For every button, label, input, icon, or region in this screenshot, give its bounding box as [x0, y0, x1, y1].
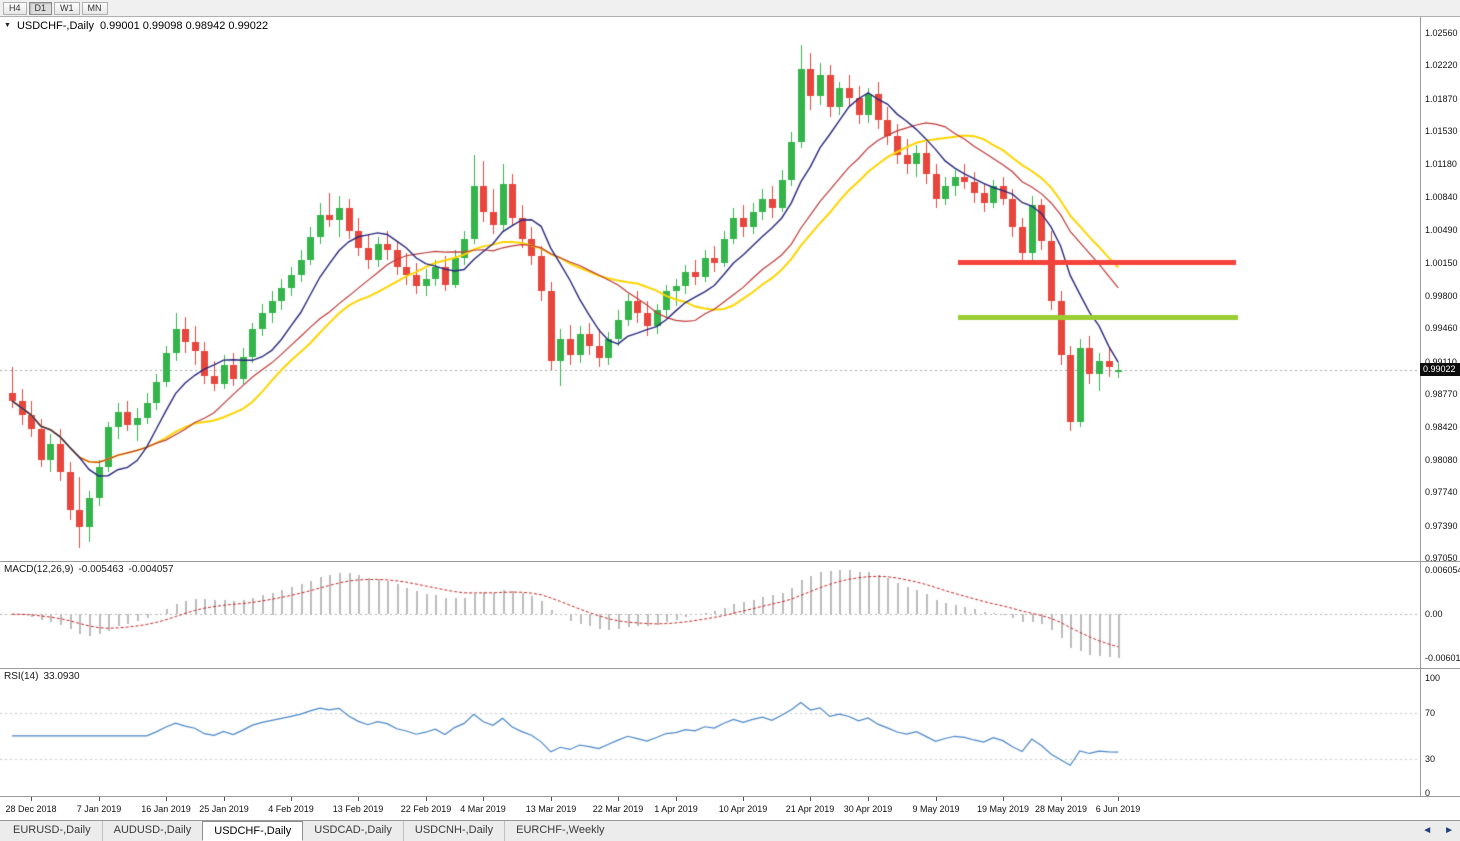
date-axis-label: 13 Feb 2019: [332, 804, 384, 814]
rsi-axis-label: 100: [1425, 673, 1441, 683]
price-axis-label: 0.97050: [1425, 553, 1458, 562]
date-tick: [743, 797, 744, 801]
macd-axis[interactable]: 0.006054 0.00 -0.006011: [1420, 562, 1460, 668]
date-axis-label: 4 Feb 2019: [268, 804, 314, 814]
rsi-canvas[interactable]: [0, 669, 1420, 796]
date-tick: [551, 797, 552, 801]
date-tick: [291, 797, 292, 801]
price-axis[interactable]: 1.02560 1.02220 1.01870 1.01530 1.01180 1.008…: [1420, 17, 1460, 561]
date-axis[interactable]: 28 Dec 2018 7 Jan 2019 16 Jan 2019 25 Jan 2…: [0, 797, 1460, 820]
timeframe-button-w1[interactable]: W1: [54, 1, 80, 15]
macd-panel[interactable]: MACD(12,26,9) -0.005463 -0.004057 0.006054…: [0, 562, 1460, 669]
date-axis-label: 4 Mar 2019: [460, 804, 506, 814]
chart-title: ▼ USDCHF-,Daily 0.99001 0.99098 0.98942 …: [4, 20, 268, 32]
price-axis-label: 1.01870: [1425, 93, 1458, 104]
date-axis-label: 6 Jun 2019: [1095, 804, 1141, 814]
price-axis-label: 0.98080: [1425, 454, 1458, 465]
chart-tab-usdchf-daily[interactable]: USDCHF-,Daily: [202, 821, 304, 841]
tabs-scroll-right-button[interactable]: ►: [1444, 825, 1454, 836]
date-tick: [31, 797, 32, 801]
price-axis-label: 1.00490: [1425, 225, 1458, 236]
date-tick: [810, 797, 811, 801]
date-tick: [1118, 797, 1119, 801]
chart-tab-eurchf-weekly[interactable]: EURCHF-,Weekly: [504, 821, 615, 841]
rsi-value: 33.0930: [43, 671, 80, 682]
macd-axis-label: 0.00: [1425, 609, 1443, 620]
date-tick: [1061, 797, 1062, 801]
date-tick: [618, 797, 619, 801]
timeframe-button-d1[interactable]: D1: [28, 1, 53, 15]
date-axis-label: 16 Jan 2019: [141, 804, 191, 814]
chart-tab-eurusd-daily[interactable]: EURUSD-,Daily: [13, 824, 91, 836]
macd-axis-label: 0.006054: [1425, 565, 1460, 575]
date-axis-label: 30 Apr 2019: [843, 804, 893, 814]
rsi-label: RSI(14) 33.0930: [4, 671, 85, 682]
date-tick: [868, 797, 869, 801]
tabs-scroll-controls: ◄ ►: [1422, 821, 1454, 841]
main-chart-panel[interactable]: ▼ USDCHF-,Daily 0.99001 0.99098 0.98942 …: [0, 17, 1460, 562]
rsi-axis-label: 70: [1425, 707, 1436, 718]
chart-tabs-bar: EURUSD-,Daily AUDUSD-,Daily USDCHF-,Daily U…: [0, 820, 1460, 841]
price-axis-label: 0.99110: [1425, 356, 1457, 367]
date-tick: [426, 797, 427, 801]
macd-canvas[interactable]: [0, 562, 1420, 668]
timeframe-toolbar: H4 D1 W1 MN: [0, 0, 1460, 17]
macd-axis-label: -0.006011: [1425, 653, 1460, 663]
price-axis-label: 1.00840: [1425, 191, 1458, 202]
symbol-dropdown-icon[interactable]: ▼: [4, 22, 11, 29]
timeframe-button-mn[interactable]: MN: [81, 1, 108, 15]
macd-signal-value: -0.004057: [128, 564, 174, 575]
date-axis-label: 28 Dec 2018: [5, 804, 57, 814]
date-axis-label: 25 Jan 2019: [199, 804, 249, 814]
price-axis-label: 0.97740: [1425, 487, 1458, 498]
date-axis-label: 22 Mar 2019: [592, 804, 644, 814]
date-tick: [99, 797, 100, 801]
date-axis-label: 13 Mar 2019: [525, 804, 577, 814]
price-axis-label: 1.01180: [1425, 159, 1457, 170]
date-axis-label: 21 Apr 2019: [785, 804, 835, 814]
price-axis-label: 0.98420: [1425, 422, 1458, 433]
date-tick: [166, 797, 167, 801]
rsi-panel[interactable]: RSI(14) 33.0930 100 70 30 0: [0, 669, 1460, 797]
date-axis-label: 19 May 2019: [976, 804, 1030, 814]
macd-name: MACD(12,26,9): [4, 564, 74, 575]
date-axis-label: 7 Jan 2019: [76, 804, 122, 814]
price-axis-label: 0.97390: [1425, 520, 1458, 531]
date-axis-label: 1 Apr 2019: [654, 804, 698, 814]
price-axis-label: 1.02220: [1425, 60, 1458, 71]
chart-tab-audusd-daily[interactable]: AUDUSD-,Daily: [101, 821, 203, 841]
price-axis-label: 1.00150: [1425, 257, 1458, 268]
date-tick: [936, 797, 937, 801]
timeframe-button-h4[interactable]: H4: [3, 1, 27, 15]
rsi-axis-label: 0: [1425, 788, 1431, 797]
date-tick: [224, 797, 225, 801]
date-axis-label: 28 May 2019: [1034, 804, 1088, 814]
price-axis-label: 1.02560: [1425, 28, 1458, 38]
date-axis-label: 9 May 2019: [912, 804, 960, 814]
tabs-scroll-left-button[interactable]: ◄: [1422, 825, 1433, 836]
price-axis-label: 0.98770: [1425, 389, 1458, 400]
price-axis-label: 0.99460: [1425, 323, 1458, 334]
price-axis-label: 0.99800: [1425, 290, 1458, 301]
rsi-name: RSI(14): [4, 671, 39, 682]
rsi-axis[interactable]: 100 70 30 0: [1420, 669, 1460, 796]
date-axis-label: 22 Feb 2019: [400, 804, 452, 814]
date-tick: [483, 797, 484, 801]
macd-label: MACD(12,26,9) -0.005463 -0.004057: [4, 564, 179, 575]
price-chart-canvas[interactable]: [0, 17, 1420, 561]
ohlc-values: 0.99001 0.99098 0.98942 0.99022: [99, 20, 269, 32]
rsi-axis-label: 30: [1425, 753, 1436, 764]
date-tick: [676, 797, 677, 801]
chart-tabs: EURUSD-,Daily AUDUSD-,Daily USDCHF-,Daily U…: [0, 821, 616, 841]
macd-main-value: -0.005463: [78, 564, 124, 575]
chart-tab-usdcnh-daily[interactable]: USDCNH-,Daily: [402, 821, 504, 841]
symbol-title: USDCHF-,Daily: [16, 20, 94, 32]
date-tick: [1003, 797, 1004, 801]
chart-tab-usdcad-daily[interactable]: USDCAD-,Daily: [314, 824, 392, 836]
date-axis-label: 10 Apr 2019: [718, 804, 768, 814]
date-tick: [358, 797, 359, 801]
current-price-tag: 0.99022: [1420, 363, 1460, 376]
price-axis-label: 1.01530: [1425, 126, 1458, 137]
